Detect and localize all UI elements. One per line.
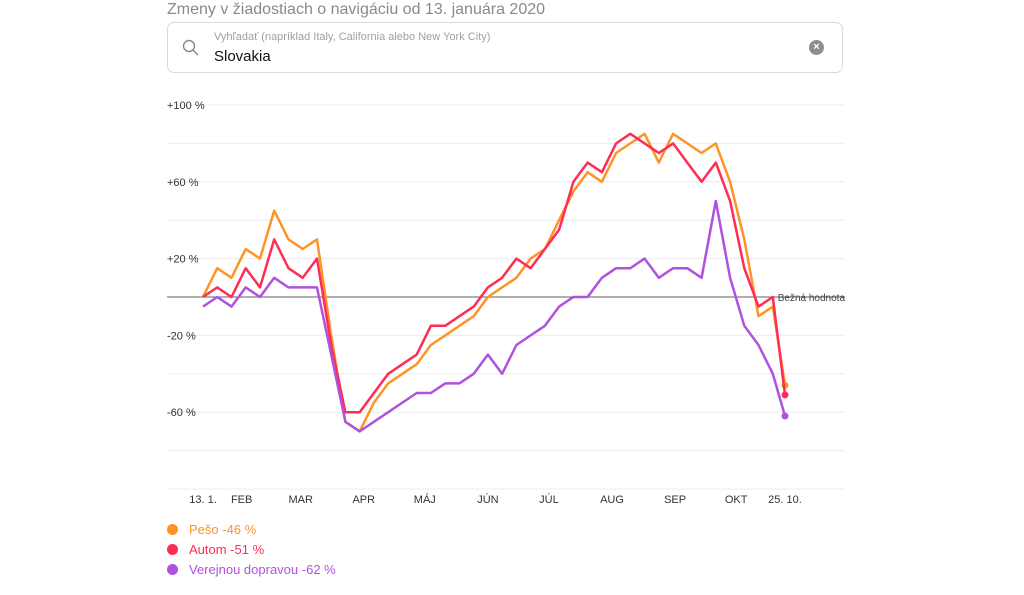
legend-label: Verejnou dopravou -62 %: [189, 561, 336, 577]
legend-dot-icon: [167, 543, 178, 555]
x-tick-label: JÚL: [539, 493, 559, 506]
x-tick-label: 13. 1.: [189, 494, 217, 506]
legend-item: Verejnou dopravou -62 %: [167, 559, 336, 579]
search-field[interactable]: Vyhľadať (napríklad Italy, California al…: [167, 22, 843, 73]
x-tick-label: SEP: [664, 494, 686, 506]
series-end-point: [781, 391, 789, 399]
series-line-2: [202, 199, 787, 433]
page-title: Zmeny v žiadostiach o navigáciu od 13. j…: [167, 1, 546, 18]
close-circle-icon[interactable]: ×: [809, 40, 824, 55]
y-tick-label: -20 %: [167, 330, 196, 342]
legend-dot-icon: [167, 563, 178, 575]
legend-label: Pešo -46 %: [189, 521, 257, 537]
baseline-label: Bežná hodnota: [778, 293, 846, 304]
legend-item: Autom -51 %: [167, 539, 336, 559]
x-tick-label: AUG: [600, 494, 624, 506]
y-tick-label: -60 %: [167, 407, 196, 419]
search-icon: [182, 39, 199, 56]
x-tick-label: APR: [352, 494, 375, 506]
y-tick-label: +60 %: [167, 177, 199, 189]
x-tick-label: JÚN: [477, 493, 498, 506]
search-placeholder: Vyhľadať (napríklad Italy, California al…: [214, 31, 491, 43]
y-tick-label: +20 %: [167, 254, 199, 266]
y-tick-label: +100 %: [167, 100, 205, 112]
series-end-point: [781, 412, 789, 420]
x-tick-label: MAR: [288, 494, 313, 506]
legend-item: Pešo -46 %: [167, 519, 336, 539]
series-line-0: [201, 132, 787, 433]
legend-dot-icon: [167, 523, 178, 535]
x-tick-label: FEB: [231, 494, 252, 506]
search-input[interactable]: Slovakia: [214, 48, 271, 65]
series-line-1: [202, 132, 787, 414]
x-tick-label: MÁJ: [414, 493, 436, 506]
x-tick-label: OKT: [725, 494, 748, 506]
legend: Pešo -46 % Autom -51 % Verejnou dopravou -…: [167, 519, 336, 579]
legend-label: Autom -51 %: [189, 541, 265, 557]
x-tick-label: 25. 10.: [768, 494, 802, 506]
